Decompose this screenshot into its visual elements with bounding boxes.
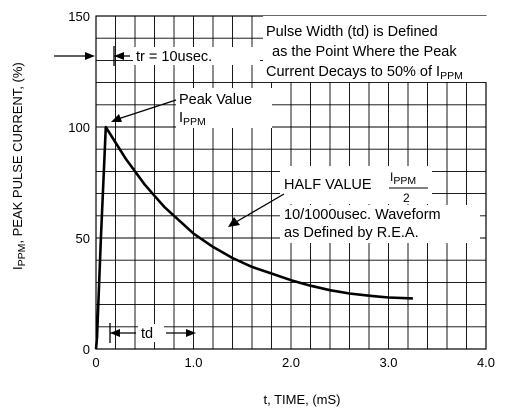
series-line <box>94 125 413 350</box>
waveform-annotation: 10/1000usec. Waveform as Defined by R.E.… <box>280 205 480 243</box>
y-tick-label: 50 <box>76 231 90 246</box>
waveform-bg <box>280 205 480 243</box>
tr-arrowhead-left <box>85 52 95 60</box>
half-value-pointer <box>235 193 285 223</box>
pulse-width-line3: Current Decays to 50% of IPPM <box>266 64 463 82</box>
tr-arrowhead-right <box>114 52 124 60</box>
x-tick-label: 1.0 <box>184 355 202 370</box>
half-value-numerator: IPPM <box>390 170 416 187</box>
waveform-line1: 10/1000usec. Waveform <box>284 207 441 223</box>
half-value-bg <box>280 166 432 204</box>
half-value-annotation: HALF VALUE IPPM 2 <box>228 166 432 227</box>
pulse-width-annotation: Pulse Width (td) is Defined as the Point… <box>263 16 507 82</box>
series-layer <box>94 125 413 350</box>
tick-labels: 0 1.0 2.0 3.0 4.0 0 50 100 150 <box>68 9 495 370</box>
half-value-denominator: 2 <box>403 191 410 205</box>
waveform-line2: as Defined by R.E.A. <box>284 225 419 241</box>
half-value-pointer-head <box>228 217 240 227</box>
peak-pointer <box>117 99 177 120</box>
y-axis-label: IPPM, PEAK PULSE CURRENT, (%) <box>10 62 28 270</box>
pulse-width-bg <box>263 16 507 82</box>
x-axis-label: t, TIME, (mS) <box>263 392 340 407</box>
pulse-width-line1: Pulse Width (td) is Defined <box>266 24 438 40</box>
y-tick-label: 150 <box>68 9 90 24</box>
tr-label-bg <box>133 47 260 65</box>
pulse-width-line2: as the Point Where the Peak <box>272 44 457 60</box>
td-arrowhead-right <box>186 329 196 337</box>
td-arrowhead-left <box>110 329 120 337</box>
x-tick-label: 4.0 <box>477 355 495 370</box>
peak-value-line1: Peak Value <box>179 92 252 108</box>
x-tick-label: 3.0 <box>379 355 397 370</box>
x-tick-label: 2.0 <box>282 355 300 370</box>
tr-annotation: tr = 10usec. <box>54 46 260 66</box>
peak-value-line2: IPPM <box>179 110 206 128</box>
td-label: td <box>141 326 153 342</box>
peak-value-annotation: Peak Value IPPM <box>111 88 272 128</box>
x-tick-label: 0 <box>92 355 99 370</box>
peak-pointer-head <box>111 114 122 122</box>
y-tick-label: 0 <box>83 342 90 357</box>
y-tick-label: 100 <box>68 120 90 135</box>
half-value-label: HALF VALUE <box>284 177 372 193</box>
td-label-bg <box>138 324 164 342</box>
td-annotation: td <box>109 323 196 343</box>
peak-value-bg <box>176 88 272 128</box>
tr-label: tr = 10usec. <box>136 49 212 65</box>
